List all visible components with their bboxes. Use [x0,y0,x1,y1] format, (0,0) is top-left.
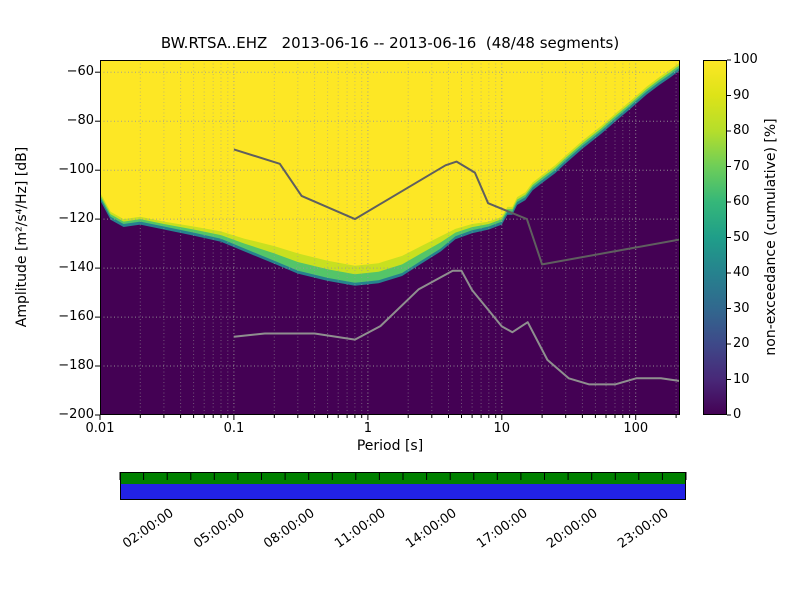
colorbar-tick-label: 80 [733,123,750,138]
x-tick-label: 10 [493,421,511,436]
y-tick-label: −200 [58,407,94,422]
yellow-region [100,60,680,266]
y-axis-label: Amplitude [m²/s⁴/Hz] [dB] [14,146,30,328]
colorbar-tick-label: 70 [733,158,750,174]
colorbar-tick-label: 20 [733,336,750,351]
y-tick-label: −160 [58,309,94,325]
colorbar-tick-label: 50 [733,229,750,245]
colorbar-tick-label: 60 [733,194,750,209]
noise-model-low-line [233,269,680,386]
colorbar-tick-label: 40 [733,265,750,280]
x-tick-label: 100 [623,421,649,436]
y-tick-label: −60 [66,64,94,80]
noise-model-high-line [233,148,680,266]
colorbar-label: non-exceedance (cumulative) [%] [763,118,779,356]
y-tick-label: −80 [66,113,94,129]
heatmap-field [100,60,680,415]
time-strip-bottom-band [120,484,686,500]
y-tick-label: −100 [58,162,94,178]
x-tick-label: 0.01 [85,421,115,436]
y-tick-label: −180 [58,358,94,374]
x-axis-label: Period [s] [356,438,424,454]
colorbar [703,60,727,415]
colorbar-tick-label: 90 [733,87,750,103]
colorbar-tick-label: 30 [733,300,750,316]
x-tick-label: 0.1 [223,421,245,436]
colorbar-tick-label: 0 [733,407,742,422]
x-tick-label: 1 [363,421,372,436]
colorbar-tick-label: 100 [733,52,758,67]
y-tick-label: −120 [58,211,94,227]
y-tick-label: −140 [58,260,94,276]
plot-border [100,60,680,415]
chart-title: BW.RTSA..EHZ 2013-06-16 -- 2013-06-16 (4… [160,34,620,52]
colorbar-border [703,60,727,415]
colorbar-tick-label: 10 [733,371,750,387]
